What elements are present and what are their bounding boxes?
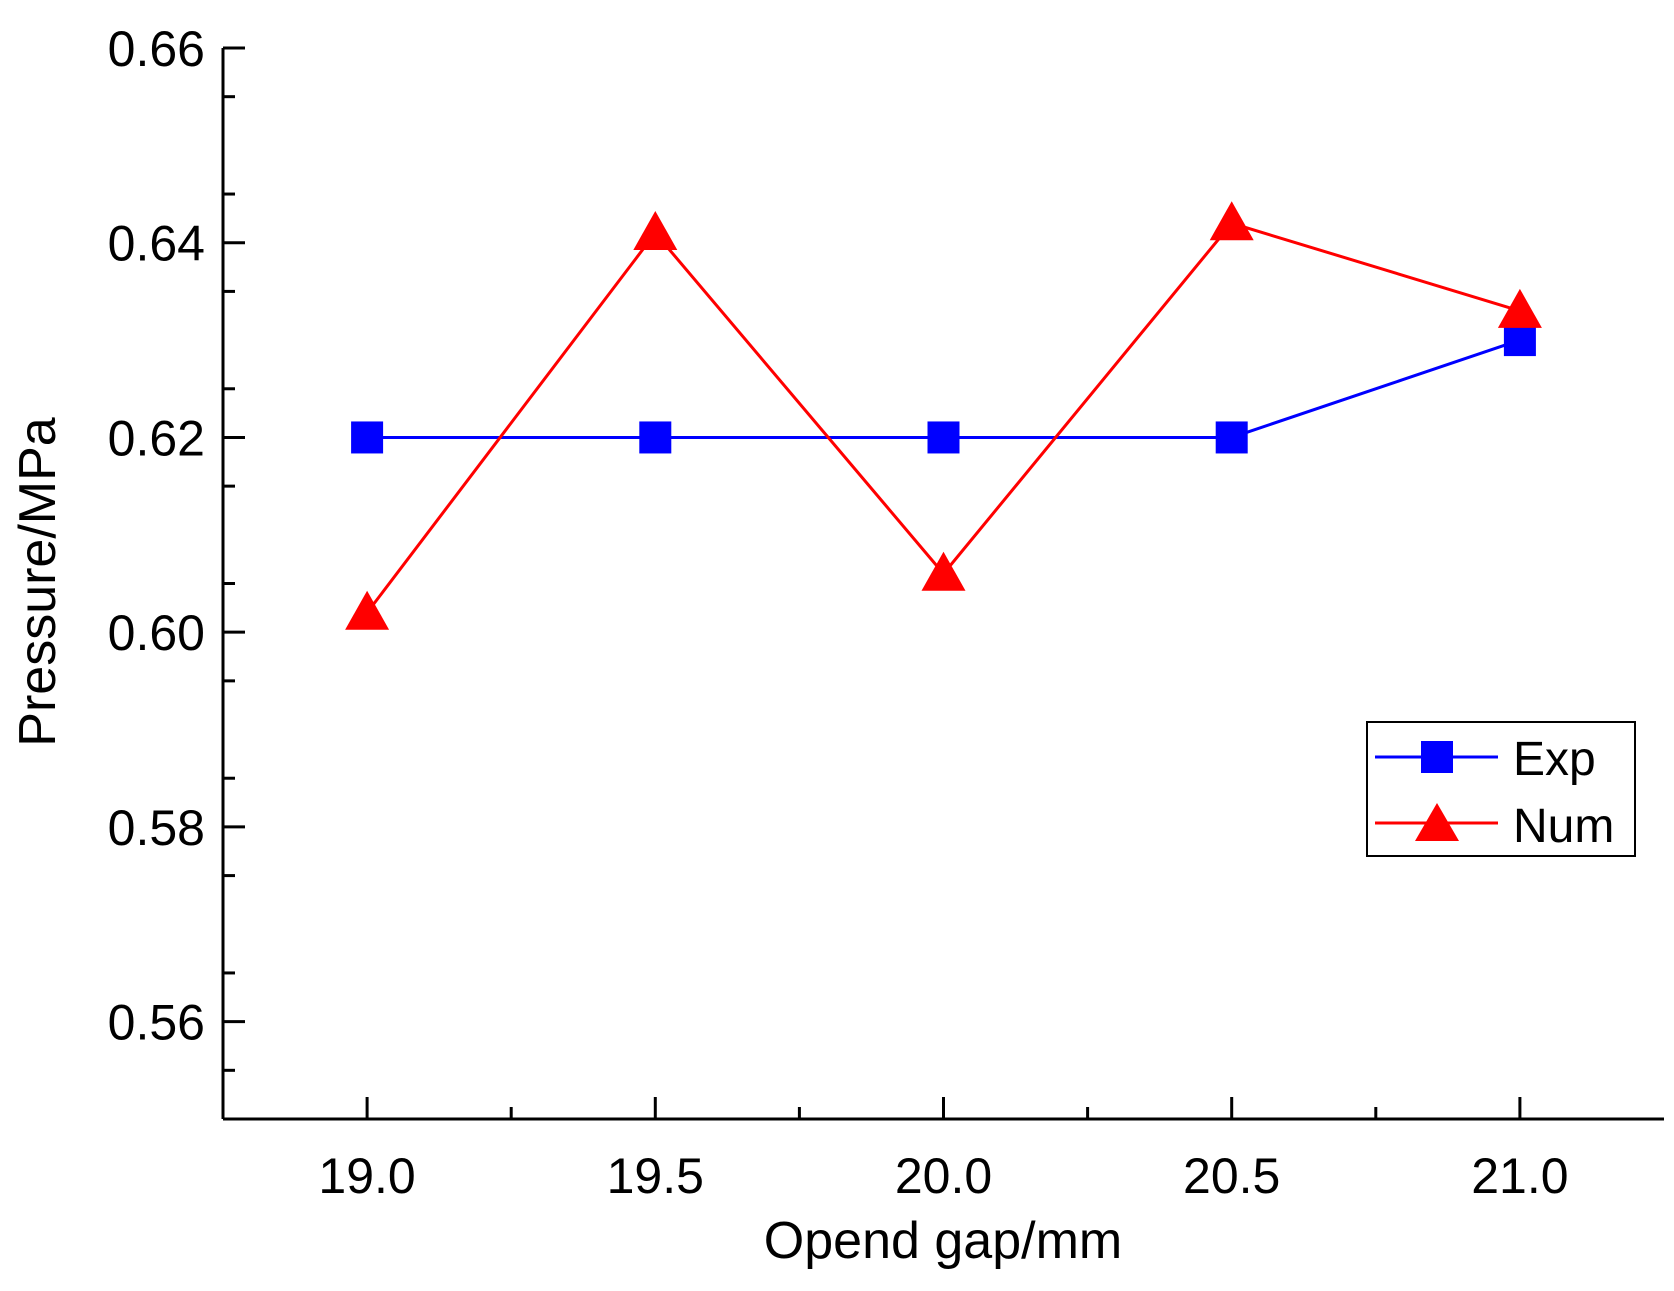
y-tick-label: 0.58 [108,800,205,856]
data-point-exp [1503,324,1536,357]
data-point-exp [1215,421,1248,454]
legend-exp-label: Exp [1513,733,1596,786]
legend: Exp Num [1366,721,1636,857]
legend-num-marker [1415,803,1459,841]
data-point-num [921,551,966,591]
legend-exp-marker [1421,741,1453,773]
plot-series [345,201,1542,630]
data-point-num [1209,201,1254,241]
y-axis-title: Pressure/MPa [9,417,67,747]
y-tick-label: 0.64 [108,216,205,272]
y-ticks: 0.56 0.58 0.60 0.62 0.64 0.66 [108,21,245,1072]
x-tick-label: 19.5 [607,1148,704,1204]
data-point-exp [639,421,672,454]
x-tick-label: 20.0 [895,1148,992,1204]
legend-num-label: Num [1513,800,1614,853]
data-point-num [633,210,678,250]
x-tick-label: 20.5 [1183,1148,1280,1204]
x-ticks: 19.0 19.5 20.0 20.5 21.0 [318,1097,1569,1204]
x-tick-label: 19.0 [318,1148,415,1204]
y-tick-label: 0.66 [108,21,205,77]
data-point-exp [351,421,384,454]
data-point-num [345,590,390,630]
data-point-exp [927,421,960,454]
x-axis-title: Opend gap/mm [764,1212,1122,1270]
y-tick-label: 0.56 [108,995,205,1051]
y-tick-label: 0.62 [108,410,205,466]
data-point-num [1497,288,1542,328]
x-tick-label: 21.0 [1471,1148,1568,1204]
legend-box [1366,721,1636,857]
y-tick-label: 0.60 [108,605,205,661]
